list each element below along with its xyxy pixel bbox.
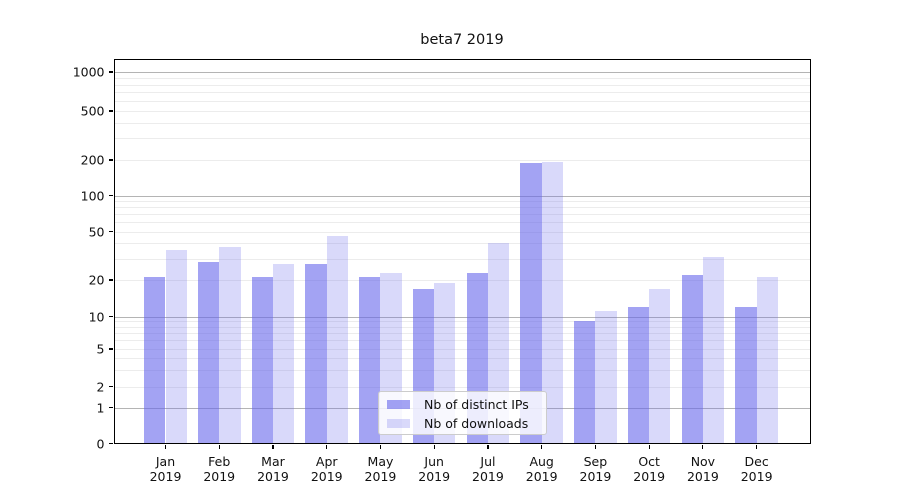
- x-tick-label: Feb 2019: [203, 453, 236, 485]
- legend-label-downloads: Nb of downloads: [424, 416, 529, 431]
- legend-swatch-downloads: [387, 419, 410, 428]
- y-tick-label: 0: [96, 436, 105, 452]
- x-tick-label: Mar 2019: [257, 453, 289, 485]
- bar-downloads: [649, 288, 671, 444]
- y-tick: [108, 386, 113, 388]
- gridline-major: [113, 72, 811, 73]
- bar-downloads: [595, 311, 617, 444]
- y-tick: [108, 230, 113, 233]
- y-tick-label: 10: [88, 309, 105, 324]
- gridline-minor: [113, 92, 811, 94]
- bar-downloads: [219, 247, 241, 444]
- bar-distinct-ips: [681, 274, 703, 444]
- bar-distinct-ips: [574, 321, 596, 444]
- bar-distinct-ips: [144, 277, 166, 444]
- x-tick: [218, 444, 220, 449]
- x-tick: [541, 444, 543, 449]
- x-tick-label: Jan 2019: [149, 453, 182, 485]
- y-tick: [108, 279, 113, 281]
- x-tick-label: Jul 2019: [472, 453, 504, 485]
- x-tick: [702, 444, 704, 449]
- bar-distinct-ips: [305, 264, 327, 444]
- x-tick-label: Oct 2019: [633, 453, 666, 485]
- gridline-minor: [113, 201, 811, 203]
- legend-item-distinct-ips: Nb of distinct IPs: [387, 395, 538, 414]
- bar-distinct-ips: [251, 277, 273, 444]
- x-tick-label: Nov 2019: [686, 453, 719, 485]
- x-tick-label: Apr 2019: [310, 453, 343, 485]
- legend: Nb of distinct IPs Nb of downloads: [378, 391, 547, 435]
- x-tick: [433, 444, 435, 449]
- y-tick-label: 500: [80, 103, 105, 119]
- y-tick: [108, 159, 113, 161]
- x-tick: [272, 444, 274, 449]
- y-tick-label: 50: [88, 224, 105, 239]
- gridline-minor: [113, 243, 811, 245]
- y-tick-label: 1: [96, 400, 105, 416]
- gridline-minor: [113, 77, 811, 79]
- y-tick: [108, 348, 113, 350]
- y-tick: [108, 71, 113, 73]
- y-tick: [108, 443, 113, 445]
- x-tick: [326, 444, 328, 449]
- gridline-minor: [113, 122, 811, 124]
- bar-downloads: [702, 256, 725, 444]
- y-tick-label: 5: [96, 341, 105, 357]
- bar-distinct-ips: [197, 262, 220, 444]
- gridline-minor: [113, 84, 811, 86]
- chart-title: beta7 2019: [420, 32, 504, 48]
- gridline-minor: [113, 160, 811, 161]
- bar-downloads: [756, 277, 778, 444]
- bar-distinct-ips: [359, 277, 381, 444]
- x-tick: [379, 444, 382, 449]
- bar-downloads: [272, 264, 295, 444]
- y-tick-label: 100: [80, 188, 105, 204]
- y-tick-label: 20: [88, 272, 105, 288]
- bar-downloads: [165, 250, 187, 444]
- legend-swatch-distinct-ips: [387, 400, 410, 409]
- legend-item-downloads: Nb of downloads: [387, 414, 538, 433]
- x-tick: [164, 444, 167, 449]
- gridline-minor: [113, 100, 811, 102]
- legend-label-distinct-ips: Nb of distinct IPs: [424, 397, 529, 412]
- x-tick-label: Dec 2019: [740, 453, 773, 485]
- bar-distinct-ips: [735, 306, 757, 444]
- x-tick-label: May 2019: [364, 453, 397, 485]
- x-tick: [594, 444, 596, 449]
- x-tick: [756, 444, 758, 449]
- x-tick-label: Sep 2019: [579, 453, 612, 485]
- y-tick-label: 200: [80, 152, 105, 168]
- bar-distinct-ips: [627, 306, 650, 444]
- bar-distinct-ips: [520, 163, 542, 444]
- gridline-minor: [113, 231, 811, 233]
- y-tick-label: 2: [96, 379, 105, 395]
- y-tick: [108, 315, 113, 318]
- gridline-minor: [113, 138, 811, 140]
- bar-downloads: [326, 235, 349, 444]
- gridline-major: [113, 195, 811, 197]
- gridline-minor: [113, 207, 811, 209]
- y-tick-label: 1000: [72, 64, 105, 80]
- bar-downloads: [541, 161, 563, 444]
- x-tick: [648, 444, 650, 449]
- x-tick-label: Aug 2019: [525, 453, 558, 485]
- gridline-minor: [113, 214, 811, 216]
- gridline-minor: [113, 111, 811, 112]
- y-tick: [108, 110, 113, 112]
- y-tick: [108, 195, 113, 197]
- x-tick-label: Jun 2019: [418, 453, 451, 485]
- y-tick: [108, 407, 113, 409]
- gridline-minor: [113, 222, 811, 224]
- x-tick: [487, 444, 489, 449]
